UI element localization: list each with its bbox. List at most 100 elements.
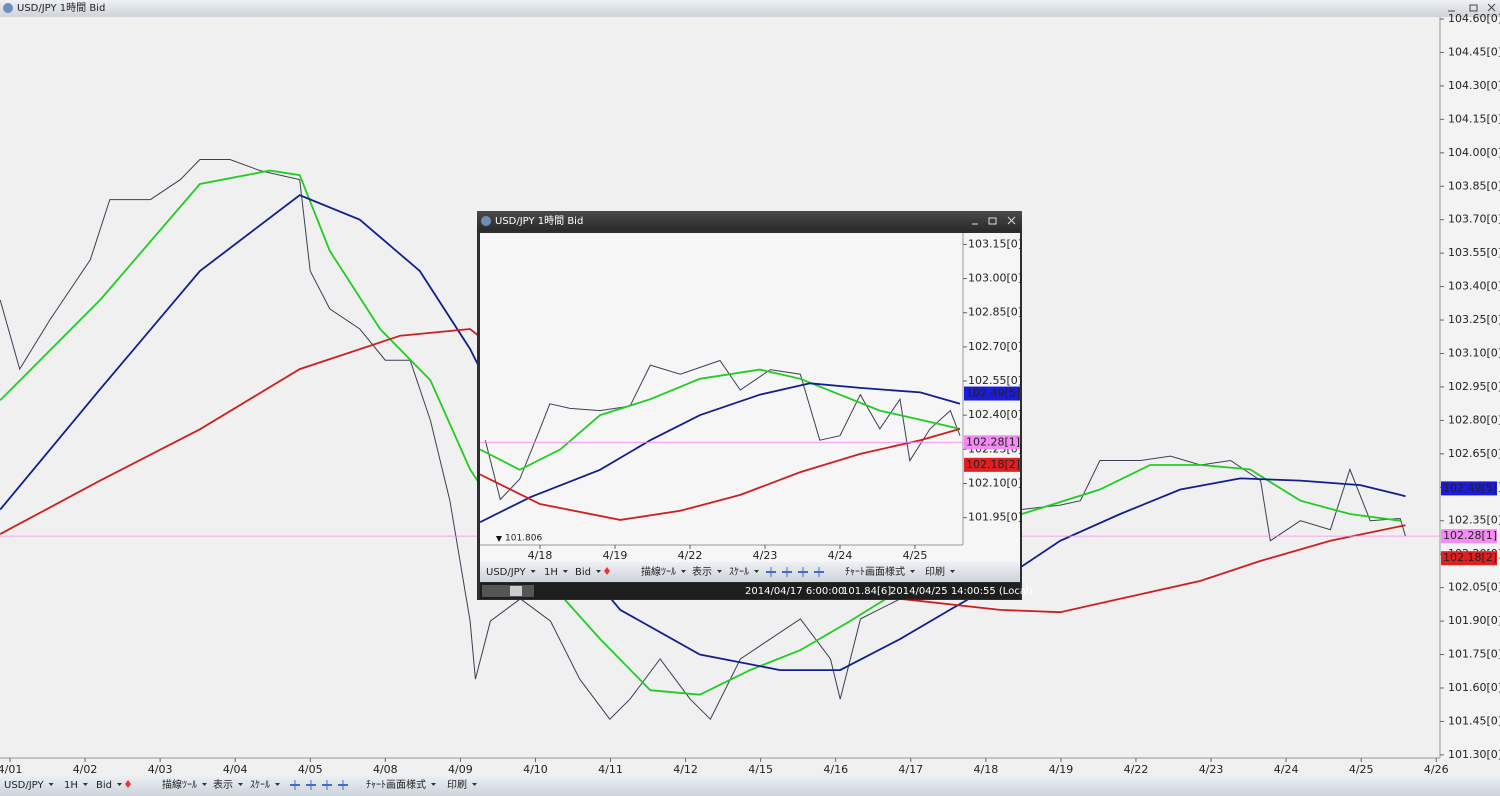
status-start: 2014/04/17 6:00:00 — [745, 586, 844, 597]
y-tick-label: 102.10[0] — [968, 477, 1022, 490]
inset-toolbar — [480, 562, 1020, 582]
x-tick-label: 4/10 — [523, 763, 548, 776]
x-tick-label: 4/15 — [748, 763, 773, 776]
toolbar-item[interactable]: 1H — [544, 567, 558, 578]
x-tick-label: 4/19 — [603, 549, 628, 562]
y-tick-label: 102.80[0] — [1448, 413, 1500, 426]
price-tag-label: 102.28[1] — [966, 435, 1020, 448]
toolbar-item[interactable]: 表示 — [692, 565, 712, 578]
dropdown-arrow — [472, 783, 477, 786]
dropdown-arrow — [530, 570, 536, 573]
toolbar-item[interactable]: 1H — [64, 780, 78, 791]
y-tick-label: 102.35[0] — [1448, 514, 1500, 527]
inset-window: USD/JPY 1時間 Bid 2014/04/17 6:00:00 101.8… — [477, 211, 1033, 600]
price-tag — [964, 386, 1020, 401]
y-tick-label: 102.55[0] — [968, 374, 1022, 387]
inset-toolbar-items: USD/JPY 1H Bid 描線ﾂｰﾙ 表示 ｽｹｰﾙ ﾁｬｰﾄ画面様式 印刷 — [486, 565, 955, 578]
inset-controls[interactable] — [972, 216, 1016, 225]
y-tick-label: 101.45[0] — [1448, 714, 1500, 727]
x-tick-label: 4/02 — [73, 763, 98, 776]
toolbar — [0, 775, 1500, 796]
moving-average — [480, 428, 961, 521]
color-icon[interactable] — [125, 780, 131, 788]
price-tag — [964, 457, 1020, 472]
y-tick-label: 103.15[0] — [968, 237, 1022, 250]
status-price: 101.84[6] — [842, 586, 891, 597]
y-tick-label: 103.40[0] — [1448, 280, 1500, 293]
y-tick-label: 103.70[0] — [1448, 213, 1500, 226]
toolbar-item[interactable]: 印刷 — [447, 779, 467, 791]
toolbar-item[interactable]: 表示 — [213, 778, 233, 791]
y-tick-label: 102.95[0] — [1448, 380, 1500, 393]
y-tick-label: 102.65[0] — [1448, 447, 1500, 460]
toolbar-item[interactable]: ｽｹｰﾙ — [729, 566, 749, 578]
toolbar-item[interactable]: Bid — [575, 567, 591, 578]
x-tick-label: 4/26 — [1424, 763, 1449, 776]
dropdown-arrow — [717, 570, 722, 573]
dropdown-arrow — [754, 570, 759, 573]
inset-title: USD/JPY 1時間 Bid — [495, 215, 583, 227]
dropdown-arrow — [48, 783, 54, 786]
toolbar-item[interactable]: 印刷 — [925, 566, 945, 578]
y-tick-label: 103.55[0] — [1448, 246, 1500, 259]
window-title: USD/JPY 1時間 Bid — [17, 2, 105, 14]
toolbar-item[interactable]: ﾁｬｰﾄ画面様式 — [366, 778, 426, 791]
color-icon[interactable] — [604, 567, 610, 575]
price-tag-label: 102.18[2] — [1443, 551, 1497, 564]
toolbar-item[interactable]: USD/JPY — [486, 567, 526, 578]
y-tick-label: 101.75[0] — [1448, 648, 1500, 661]
app-icon — [3, 3, 13, 13]
moving-average — [0, 169, 1401, 696]
dropdown-arrow — [117, 783, 122, 786]
y-tick-label: 104.15[0] — [1448, 112, 1500, 125]
x-tick-label: 4/23 — [753, 549, 778, 562]
y-tick-label: 103.00[0] — [968, 272, 1022, 285]
x-tick-label: 4/18 — [528, 549, 553, 562]
dropdown-arrow — [596, 570, 601, 573]
y-tick-label: 103.85[0] — [1448, 179, 1500, 192]
dropdown-arrow — [238, 783, 243, 786]
x-tick-label: 4/24 — [828, 549, 853, 562]
x-tick-label: 4/18 — [973, 763, 998, 776]
price-axis — [1440, 17, 1500, 758]
y-tick-label: 101.95[0] — [968, 511, 1022, 524]
price-tag — [964, 435, 1020, 450]
x-tick-label: 4/25 — [903, 549, 928, 562]
y-tick-label: 101.30[0] — [1448, 748, 1500, 761]
x-tick-label: 4/12 — [673, 763, 698, 776]
x-tick-label: 4/23 — [1199, 763, 1224, 776]
toolbar-item[interactable]: 描線ﾂｰﾙ — [162, 778, 197, 791]
x-tick-label: 4/22 — [1124, 763, 1149, 776]
window-controls[interactable] — [1448, 3, 1496, 12]
y-tick-label: 104.60[0] — [1448, 12, 1500, 25]
main-chart: 104.60[0] 104.45[0] 104.30[0] 104.15[0] 104.… — [0, 12, 1500, 776]
y-tick-label: 104.30[0] — [1448, 79, 1500, 92]
x-tick-label: 4/17 — [898, 763, 923, 776]
series-group — [0, 159, 1406, 721]
toolbar-item[interactable]: ﾁｬｰﾄ画面様式 — [845, 565, 905, 578]
price-tag-label: 102.49[5] — [1443, 481, 1497, 494]
price-tag — [1441, 481, 1497, 496]
x-tick-label: 4/11 — [598, 763, 623, 776]
y-tick-label: 104.00[0] — [1448, 146, 1500, 159]
y-tick-label: 102.70[0] — [968, 340, 1022, 353]
toolbar-item[interactable]: 描線ﾂｰﾙ — [641, 565, 676, 578]
x-tick-label: 4/22 — [678, 549, 703, 562]
y-tick-label: 101.90[0] — [1448, 614, 1500, 627]
toolbar-item[interactable]: ｽｹｰﾙ — [250, 779, 270, 791]
toolbar-item[interactable]: Bid — [96, 780, 112, 791]
x-tick-label: 4/09 — [448, 763, 473, 776]
scroll-bar[interactable] — [482, 585, 534, 597]
series-group — [480, 359, 961, 524]
y-tick-label: 102.05[0] — [1448, 581, 1500, 594]
x-tick-label: 4/05 — [298, 763, 323, 776]
scroll-thumb[interactable] — [510, 586, 522, 596]
price-tag-label: 102.49[5] — [966, 387, 1020, 400]
toolbar-item[interactable]: USD/JPY — [4, 780, 44, 791]
x-tick-label: 4/16 — [823, 763, 848, 776]
dropdown-arrow — [950, 570, 955, 573]
x-tick-label: 4/01 — [0, 763, 22, 776]
price-tag — [1441, 551, 1497, 566]
dropdown-arrow — [681, 570, 686, 573]
